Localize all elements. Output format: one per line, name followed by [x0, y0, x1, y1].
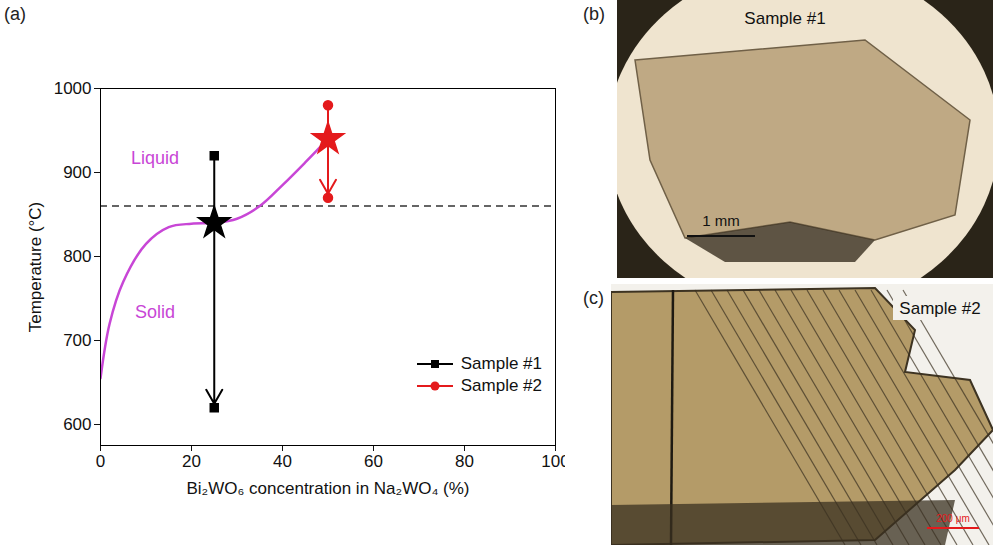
- svg-text:20: 20: [182, 452, 201, 471]
- svg-text:700: 700: [63, 331, 91, 350]
- svg-text:Temperature (°C): Temperature (°C): [26, 202, 45, 333]
- svg-text:(b): (b): [583, 4, 605, 24]
- svg-text:600: 600: [63, 415, 91, 434]
- svg-text:800: 800: [63, 247, 91, 266]
- html-text:(a): (a): [4, 4, 26, 24]
- html-text:Sample #2: Sample #2: [460, 376, 542, 395]
- svg-text:Sample #2: Sample #2: [899, 299, 980, 318]
- svg-text:Liquid: Liquid: [131, 148, 179, 168]
- svg-text:1 mm: 1 mm: [702, 212, 740, 229]
- svg-text:80: 80: [455, 452, 474, 471]
- html-text:Sample #1: Sample #1: [460, 354, 542, 373]
- svg-text:Bi₂WO₆ concentration in Na₂WO₄: Bi₂WO₆ concentration in Na₂WO₄ (%): [186, 479, 469, 498]
- svg-text:1000: 1000: [54, 79, 92, 98]
- svg-text:100: 100: [541, 452, 565, 471]
- svg-text:60: 60: [364, 452, 383, 471]
- svg-text:900: 900: [63, 163, 91, 182]
- svg-text:Sample #1: Sample #1: [744, 9, 825, 28]
- svg-text:40: 40: [273, 452, 292, 471]
- svg-text:200 μm: 200 μm: [936, 513, 970, 524]
- svg-text:Solid: Solid: [135, 302, 175, 322]
- svg-text:0: 0: [96, 452, 105, 471]
- svg-text:(c): (c): [583, 288, 604, 308]
